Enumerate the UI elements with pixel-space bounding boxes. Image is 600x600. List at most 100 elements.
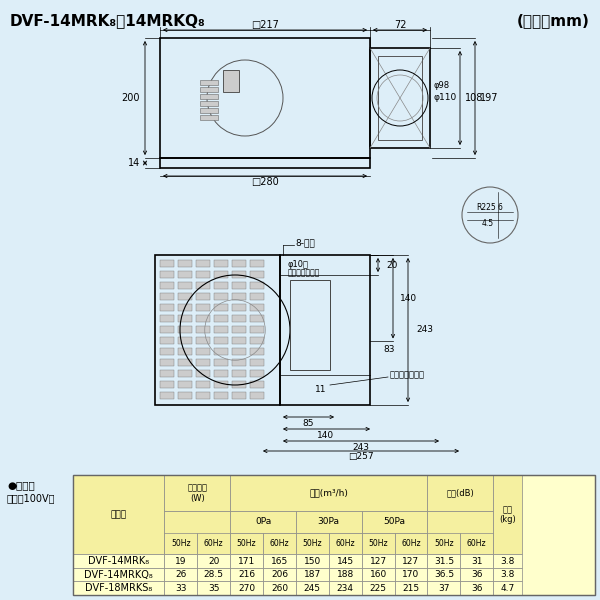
- Bar: [296, 568, 329, 581]
- Bar: [263, 581, 296, 595]
- Text: 150: 150: [304, 557, 321, 566]
- Bar: [290, 280, 330, 370]
- Bar: [178, 271, 192, 278]
- Text: □257: □257: [348, 452, 374, 461]
- Bar: [232, 326, 246, 333]
- Bar: [160, 293, 174, 300]
- Text: 83: 83: [383, 346, 395, 355]
- Bar: [196, 359, 210, 366]
- Bar: [230, 533, 263, 554]
- Bar: [362, 581, 395, 595]
- Text: 165: 165: [271, 557, 288, 566]
- Bar: [280, 255, 370, 405]
- Text: DVF-14MRKQ₈: DVF-14MRKQ₈: [84, 569, 153, 580]
- Bar: [160, 304, 174, 311]
- Bar: [73, 475, 164, 554]
- Bar: [362, 568, 395, 581]
- Bar: [214, 348, 228, 355]
- Text: 50Pa: 50Pa: [383, 517, 406, 526]
- Bar: [250, 370, 264, 377]
- Bar: [214, 381, 228, 388]
- Bar: [178, 260, 192, 267]
- Bar: [197, 581, 230, 595]
- Text: 60Hz: 60Hz: [467, 539, 487, 548]
- Text: 108: 108: [465, 93, 484, 103]
- Text: 14: 14: [128, 158, 140, 168]
- Text: 50Hz: 50Hz: [171, 539, 191, 548]
- Bar: [196, 348, 210, 355]
- Text: 170: 170: [403, 570, 419, 579]
- Text: 排気口取付用穴: 排気口取付用穴: [288, 268, 320, 277]
- Text: 36.5: 36.5: [434, 570, 454, 579]
- Bar: [160, 359, 174, 366]
- Text: 145: 145: [337, 557, 354, 566]
- Bar: [214, 337, 228, 344]
- Bar: [196, 260, 210, 267]
- Bar: [378, 56, 422, 140]
- Text: □280: □280: [251, 177, 279, 187]
- Bar: [232, 392, 246, 399]
- Bar: [164, 533, 197, 554]
- Bar: [214, 315, 228, 322]
- Bar: [395, 568, 427, 581]
- Text: 50Hz: 50Hz: [434, 539, 454, 548]
- Bar: [296, 511, 362, 533]
- Bar: [178, 359, 192, 366]
- Bar: [232, 304, 246, 311]
- Bar: [250, 293, 264, 300]
- Text: 形　名: 形 名: [110, 510, 127, 519]
- Bar: [196, 271, 210, 278]
- Text: 30Pa: 30Pa: [318, 517, 340, 526]
- Bar: [460, 581, 493, 595]
- Text: φ98: φ98: [434, 82, 450, 91]
- Text: φ110: φ110: [434, 94, 457, 103]
- Bar: [164, 554, 197, 568]
- Text: 243: 243: [416, 325, 433, 335]
- Bar: [493, 475, 522, 554]
- Bar: [160, 392, 174, 399]
- Bar: [362, 554, 395, 568]
- Bar: [296, 554, 329, 568]
- Bar: [73, 581, 164, 595]
- Text: 31.5: 31.5: [434, 557, 454, 566]
- Bar: [329, 533, 362, 554]
- Text: R225: R225: [476, 202, 496, 211]
- Text: 35: 35: [208, 584, 220, 593]
- Bar: [250, 282, 264, 289]
- Bar: [196, 304, 210, 311]
- Bar: [250, 260, 264, 267]
- Bar: [427, 581, 460, 595]
- Bar: [395, 581, 427, 595]
- Text: 19: 19: [175, 557, 187, 566]
- Bar: [232, 293, 246, 300]
- Bar: [160, 315, 174, 322]
- Text: 4.5: 4.5: [482, 218, 494, 227]
- Bar: [250, 392, 264, 399]
- Bar: [164, 511, 230, 554]
- Bar: [178, 293, 192, 300]
- Bar: [200, 115, 218, 120]
- Text: 50Hz: 50Hz: [302, 539, 322, 548]
- Bar: [214, 392, 228, 399]
- Bar: [178, 282, 192, 289]
- Text: φ10穴: φ10穴: [288, 260, 309, 269]
- Bar: [73, 568, 164, 581]
- Text: 60Hz: 60Hz: [335, 539, 355, 548]
- Bar: [155, 255, 280, 405]
- Text: ●特性表: ●特性表: [7, 480, 35, 490]
- Bar: [296, 533, 329, 554]
- Bar: [164, 581, 197, 595]
- Bar: [250, 359, 264, 366]
- Text: 127: 127: [370, 557, 386, 566]
- Text: 11: 11: [315, 385, 326, 395]
- Text: 270: 270: [238, 584, 255, 593]
- Bar: [232, 337, 246, 344]
- Bar: [73, 554, 164, 568]
- Bar: [232, 315, 246, 322]
- Circle shape: [462, 187, 518, 243]
- Bar: [230, 475, 427, 511]
- Bar: [427, 511, 493, 554]
- Bar: [160, 260, 174, 267]
- Bar: [250, 326, 264, 333]
- Bar: [178, 348, 192, 355]
